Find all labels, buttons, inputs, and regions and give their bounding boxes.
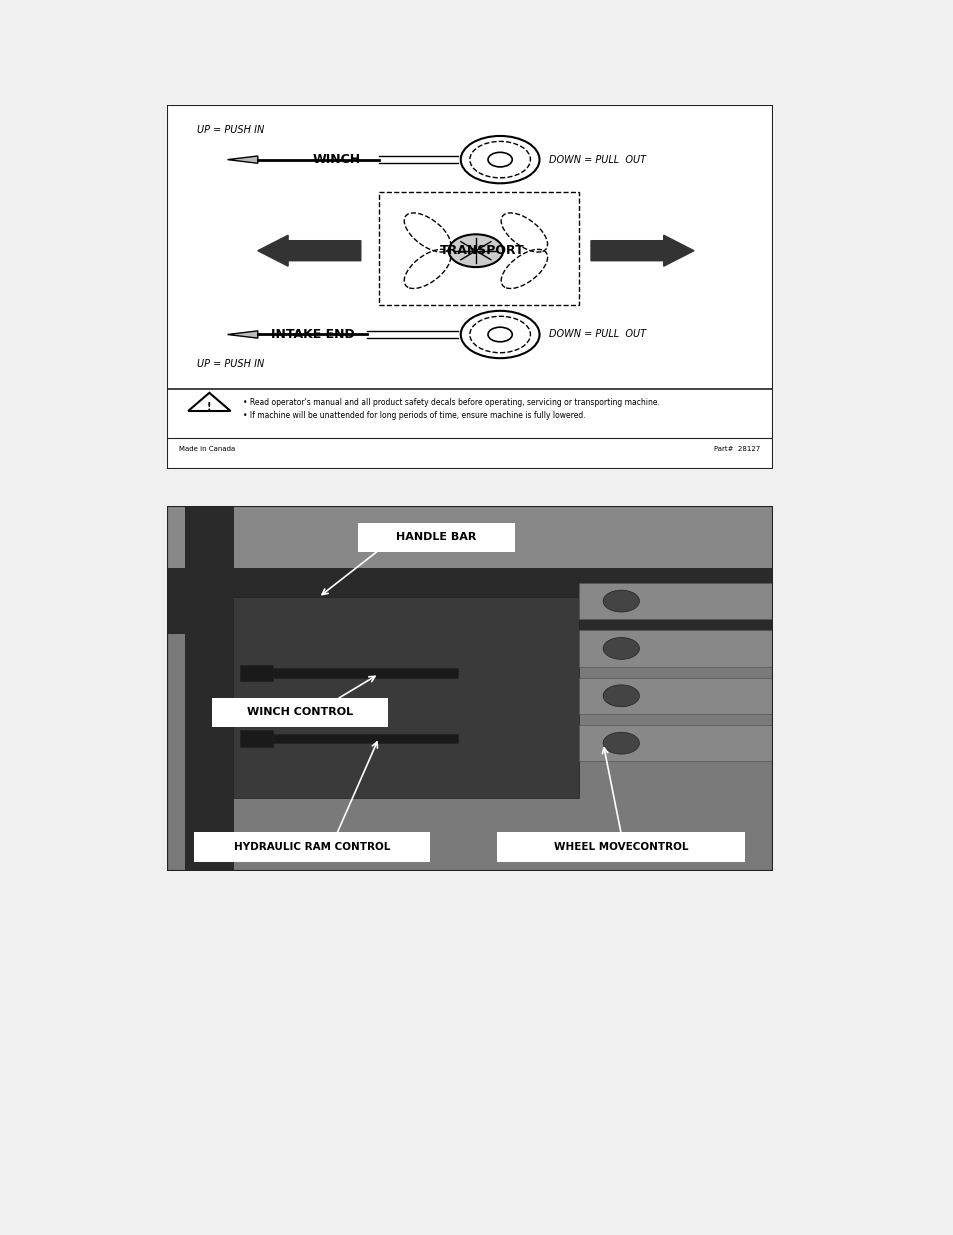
Bar bbox=[167, 568, 772, 634]
Text: DOWN = PULL  OUT: DOWN = PULL OUT bbox=[548, 154, 645, 164]
Bar bbox=[378, 193, 578, 305]
FancyBboxPatch shape bbox=[497, 832, 744, 862]
FancyBboxPatch shape bbox=[213, 698, 388, 726]
Polygon shape bbox=[188, 393, 231, 411]
Circle shape bbox=[602, 732, 639, 755]
Text: WINCH CONTROL: WINCH CONTROL bbox=[247, 708, 353, 718]
Text: UP = PUSH IN: UP = PUSH IN bbox=[197, 126, 264, 136]
Circle shape bbox=[488, 152, 512, 167]
Text: • Read operator's manual and all product safety decals before operating, servici: • Read operator's manual and all product… bbox=[242, 398, 659, 408]
Bar bbox=[246, 668, 457, 678]
Polygon shape bbox=[227, 331, 257, 338]
Text: • If machine will be unattended for long periods of time, ensure machine is full: • If machine will be unattended for long… bbox=[242, 411, 585, 420]
Bar bbox=[185, 506, 233, 871]
FancyArrow shape bbox=[590, 235, 693, 267]
Bar bbox=[239, 730, 273, 747]
Text: DOWN = PULL  OUT: DOWN = PULL OUT bbox=[548, 330, 645, 340]
FancyArrow shape bbox=[257, 235, 360, 267]
Circle shape bbox=[460, 311, 539, 358]
Text: Part#  28127: Part# 28127 bbox=[714, 446, 760, 452]
Circle shape bbox=[602, 590, 639, 613]
Bar bbox=[185, 598, 578, 798]
Text: !: ! bbox=[207, 401, 212, 411]
Text: UP = PUSH IN: UP = PUSH IN bbox=[197, 358, 264, 368]
FancyBboxPatch shape bbox=[194, 832, 430, 862]
Bar bbox=[578, 725, 772, 761]
Circle shape bbox=[602, 637, 639, 659]
Bar bbox=[578, 583, 772, 619]
Text: Made in Canada: Made in Canada bbox=[179, 446, 235, 452]
Polygon shape bbox=[227, 156, 257, 163]
Bar bbox=[167, 506, 772, 568]
Bar bbox=[239, 664, 273, 682]
Bar bbox=[578, 630, 772, 667]
Text: HYDRAULIC RAM CONTROL: HYDRAULIC RAM CONTROL bbox=[233, 842, 390, 852]
Bar bbox=[246, 734, 457, 743]
Text: WINCH: WINCH bbox=[313, 153, 360, 167]
Circle shape bbox=[488, 327, 512, 342]
Circle shape bbox=[448, 235, 502, 267]
Circle shape bbox=[460, 136, 539, 183]
Bar bbox=[578, 678, 772, 714]
Text: WHEEL MOVECONTROL: WHEEL MOVECONTROL bbox=[554, 842, 688, 852]
Text: HANDLE BAR: HANDLE BAR bbox=[395, 532, 476, 542]
FancyBboxPatch shape bbox=[357, 522, 515, 552]
Circle shape bbox=[602, 685, 639, 706]
Text: INTAKE END: INTAKE END bbox=[271, 329, 355, 341]
Text: TRANSPORT: TRANSPORT bbox=[439, 245, 524, 257]
